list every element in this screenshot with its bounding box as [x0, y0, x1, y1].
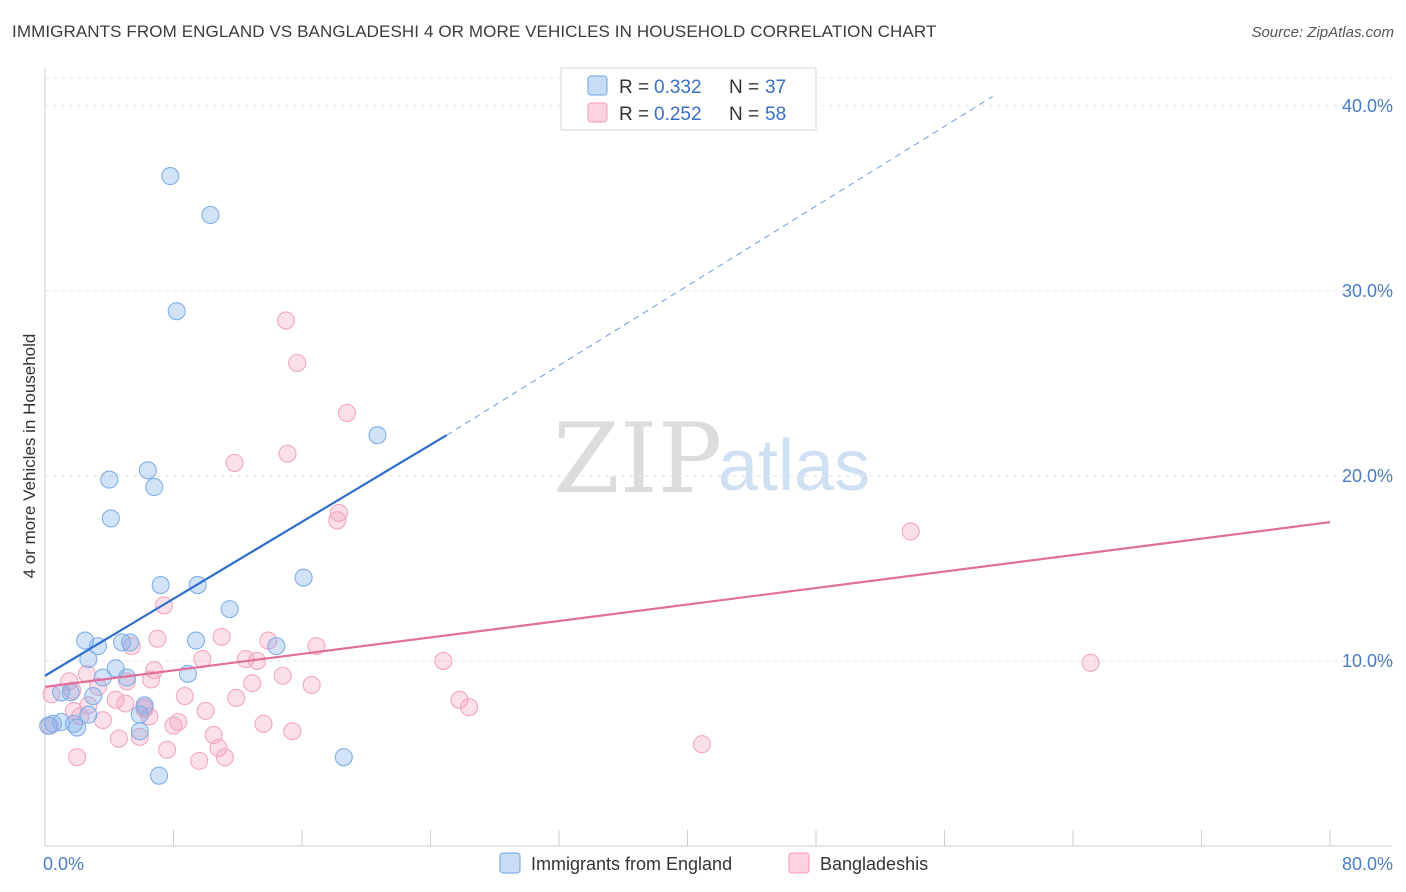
axes: [44, 68, 1392, 847]
bangladeshi-point-0: [276, 311, 295, 330]
bangladeshi-n-value: 58: [765, 104, 786, 125]
england-point-17: [267, 637, 286, 656]
bangladeshi-point-54: [215, 748, 234, 767]
chart-title: IMMIGRANTS FROM ENGLAND VS BANGLADESHI 4…: [12, 22, 937, 41]
bangladeshi-point-25: [302, 675, 321, 695]
x-tick-label-max: 80.0%: [1342, 854, 1393, 874]
bangladeshi-point-31: [450, 690, 469, 709]
bangladeshi-point-6: [328, 511, 347, 530]
england-point-36: [149, 766, 169, 785]
england-point-2: [167, 302, 186, 321]
bangladeshi-point-38: [459, 698, 479, 717]
england-trend-line: [44, 434, 448, 677]
england-point-3: [368, 426, 387, 445]
bangladeshi-point-30: [227, 688, 246, 708]
england-point-6: [145, 477, 164, 497]
source-credit: Source: ZipAtlas.com: [1251, 24, 1394, 41]
bangladeshi-point-52: [68, 748, 87, 767]
bangladeshi-point-18: [1081, 653, 1100, 672]
england-point-10: [294, 568, 313, 587]
bangladeshi-trend-line: [44, 521, 1331, 688]
series-legend: Immigrants from England Bangladeshis: [499, 852, 928, 874]
bangladeshi-point-29: [175, 687, 194, 706]
england-point-35: [334, 748, 353, 767]
england-point-8: [151, 576, 170, 595]
england-point-34: [68, 718, 87, 737]
england-point-11: [220, 600, 239, 619]
bangladeshi-point-47: [130, 727, 149, 746]
bangladeshi-point-4: [278, 444, 297, 463]
bangladeshi-series-name: Bangladeshis: [820, 854, 928, 874]
england-point-25: [84, 687, 103, 706]
england-legend-swatch: [587, 75, 608, 96]
england-point-28: [135, 696, 154, 715]
england-point-32: [39, 716, 58, 735]
bangladeshi-point-22: [141, 670, 161, 689]
y-tick-label-2: 30.0%: [1342, 281, 1393, 301]
england-point-1: [201, 205, 220, 224]
bangladeshi-point-24: [243, 674, 262, 693]
bangladeshi-point-37: [196, 701, 215, 720]
england-point-4: [138, 461, 157, 480]
trend-lines: [44, 96, 1331, 688]
bangladeshi-series-swatch: [788, 852, 810, 874]
bangladeshi-point-17: [434, 651, 453, 670]
bangladeshi-point-50: [158, 740, 177, 759]
bangladeshi-point-51: [692, 735, 712, 754]
bangladeshi-point-10: [148, 629, 167, 648]
england-trend-extension: [446, 96, 993, 436]
bangladeshi-point-5: [329, 503, 348, 522]
y-tick-labels: 10.0% 20.0% 30.0% 40.0%: [1342, 96, 1393, 671]
england-point-26: [79, 705, 98, 724]
bangladeshi-point-32: [116, 694, 135, 713]
england-n-value: 37: [765, 77, 786, 98]
bangladeshi-point-53: [190, 751, 209, 770]
england-r-value: 0.332: [654, 77, 702, 98]
bangladeshi-point-49: [209, 738, 228, 757]
bangladeshi-point-12: [307, 637, 326, 656]
gridlines: [45, 77, 1392, 662]
y-tick-label-3: 40.0%: [1342, 96, 1393, 116]
england-point-33: [130, 722, 149, 741]
bangladeshi-point-43: [164, 716, 183, 735]
england-points: [39, 167, 387, 785]
watermark-atlas: atlas: [718, 426, 870, 506]
watermark-zip: ZIP: [553, 403, 722, 515]
bangladeshi-point-2: [337, 403, 357, 423]
x-tick-label-min: 0.0%: [43, 854, 84, 874]
bangladeshi-point-57: [88, 677, 108, 696]
bangladeshi-r-value: 0.252: [654, 104, 702, 125]
bangladeshi-n-label: N =: [729, 104, 759, 125]
bangladeshi-point-7: [901, 522, 920, 541]
y-tick-label-0: 10.0%: [1342, 651, 1393, 671]
bangladeshi-legend-swatch: [587, 102, 608, 123]
england-series-swatch: [499, 852, 521, 874]
x-tick-labels: 0.0% 80.0%: [43, 854, 1393, 874]
england-point-16: [186, 631, 206, 650]
england-point-5: [100, 470, 119, 489]
bangladeshi-point-21: [273, 666, 292, 685]
bangladeshi-point-42: [254, 714, 273, 733]
england-point-0: [161, 167, 180, 186]
stats-legend: R = 0.332 N = 37 R = 0.252 N = 58: [560, 67, 817, 131]
bangladeshi-r-label: R =: [619, 104, 649, 125]
england-series-name: Immigrants from England: [531, 854, 732, 874]
bangladeshi-points: [40, 311, 1100, 770]
england-point-7: [101, 509, 120, 528]
bangladeshi-point-3: [225, 453, 244, 472]
england-n-label: N =: [729, 77, 759, 98]
bangladeshi-point-1: [288, 353, 307, 373]
bangladeshi-point-48: [109, 729, 128, 748]
bangladeshi-point-56: [106, 690, 125, 709]
england-point-15: [121, 633, 140, 652]
bangladeshi-point-44: [283, 722, 302, 741]
bangladeshi-point-9: [212, 627, 231, 646]
england-r-label: R =: [619, 77, 649, 98]
y-axis-label: 4 or more Vehicles in Household: [20, 334, 39, 579]
y-tick-label-1: 20.0%: [1342, 466, 1393, 486]
